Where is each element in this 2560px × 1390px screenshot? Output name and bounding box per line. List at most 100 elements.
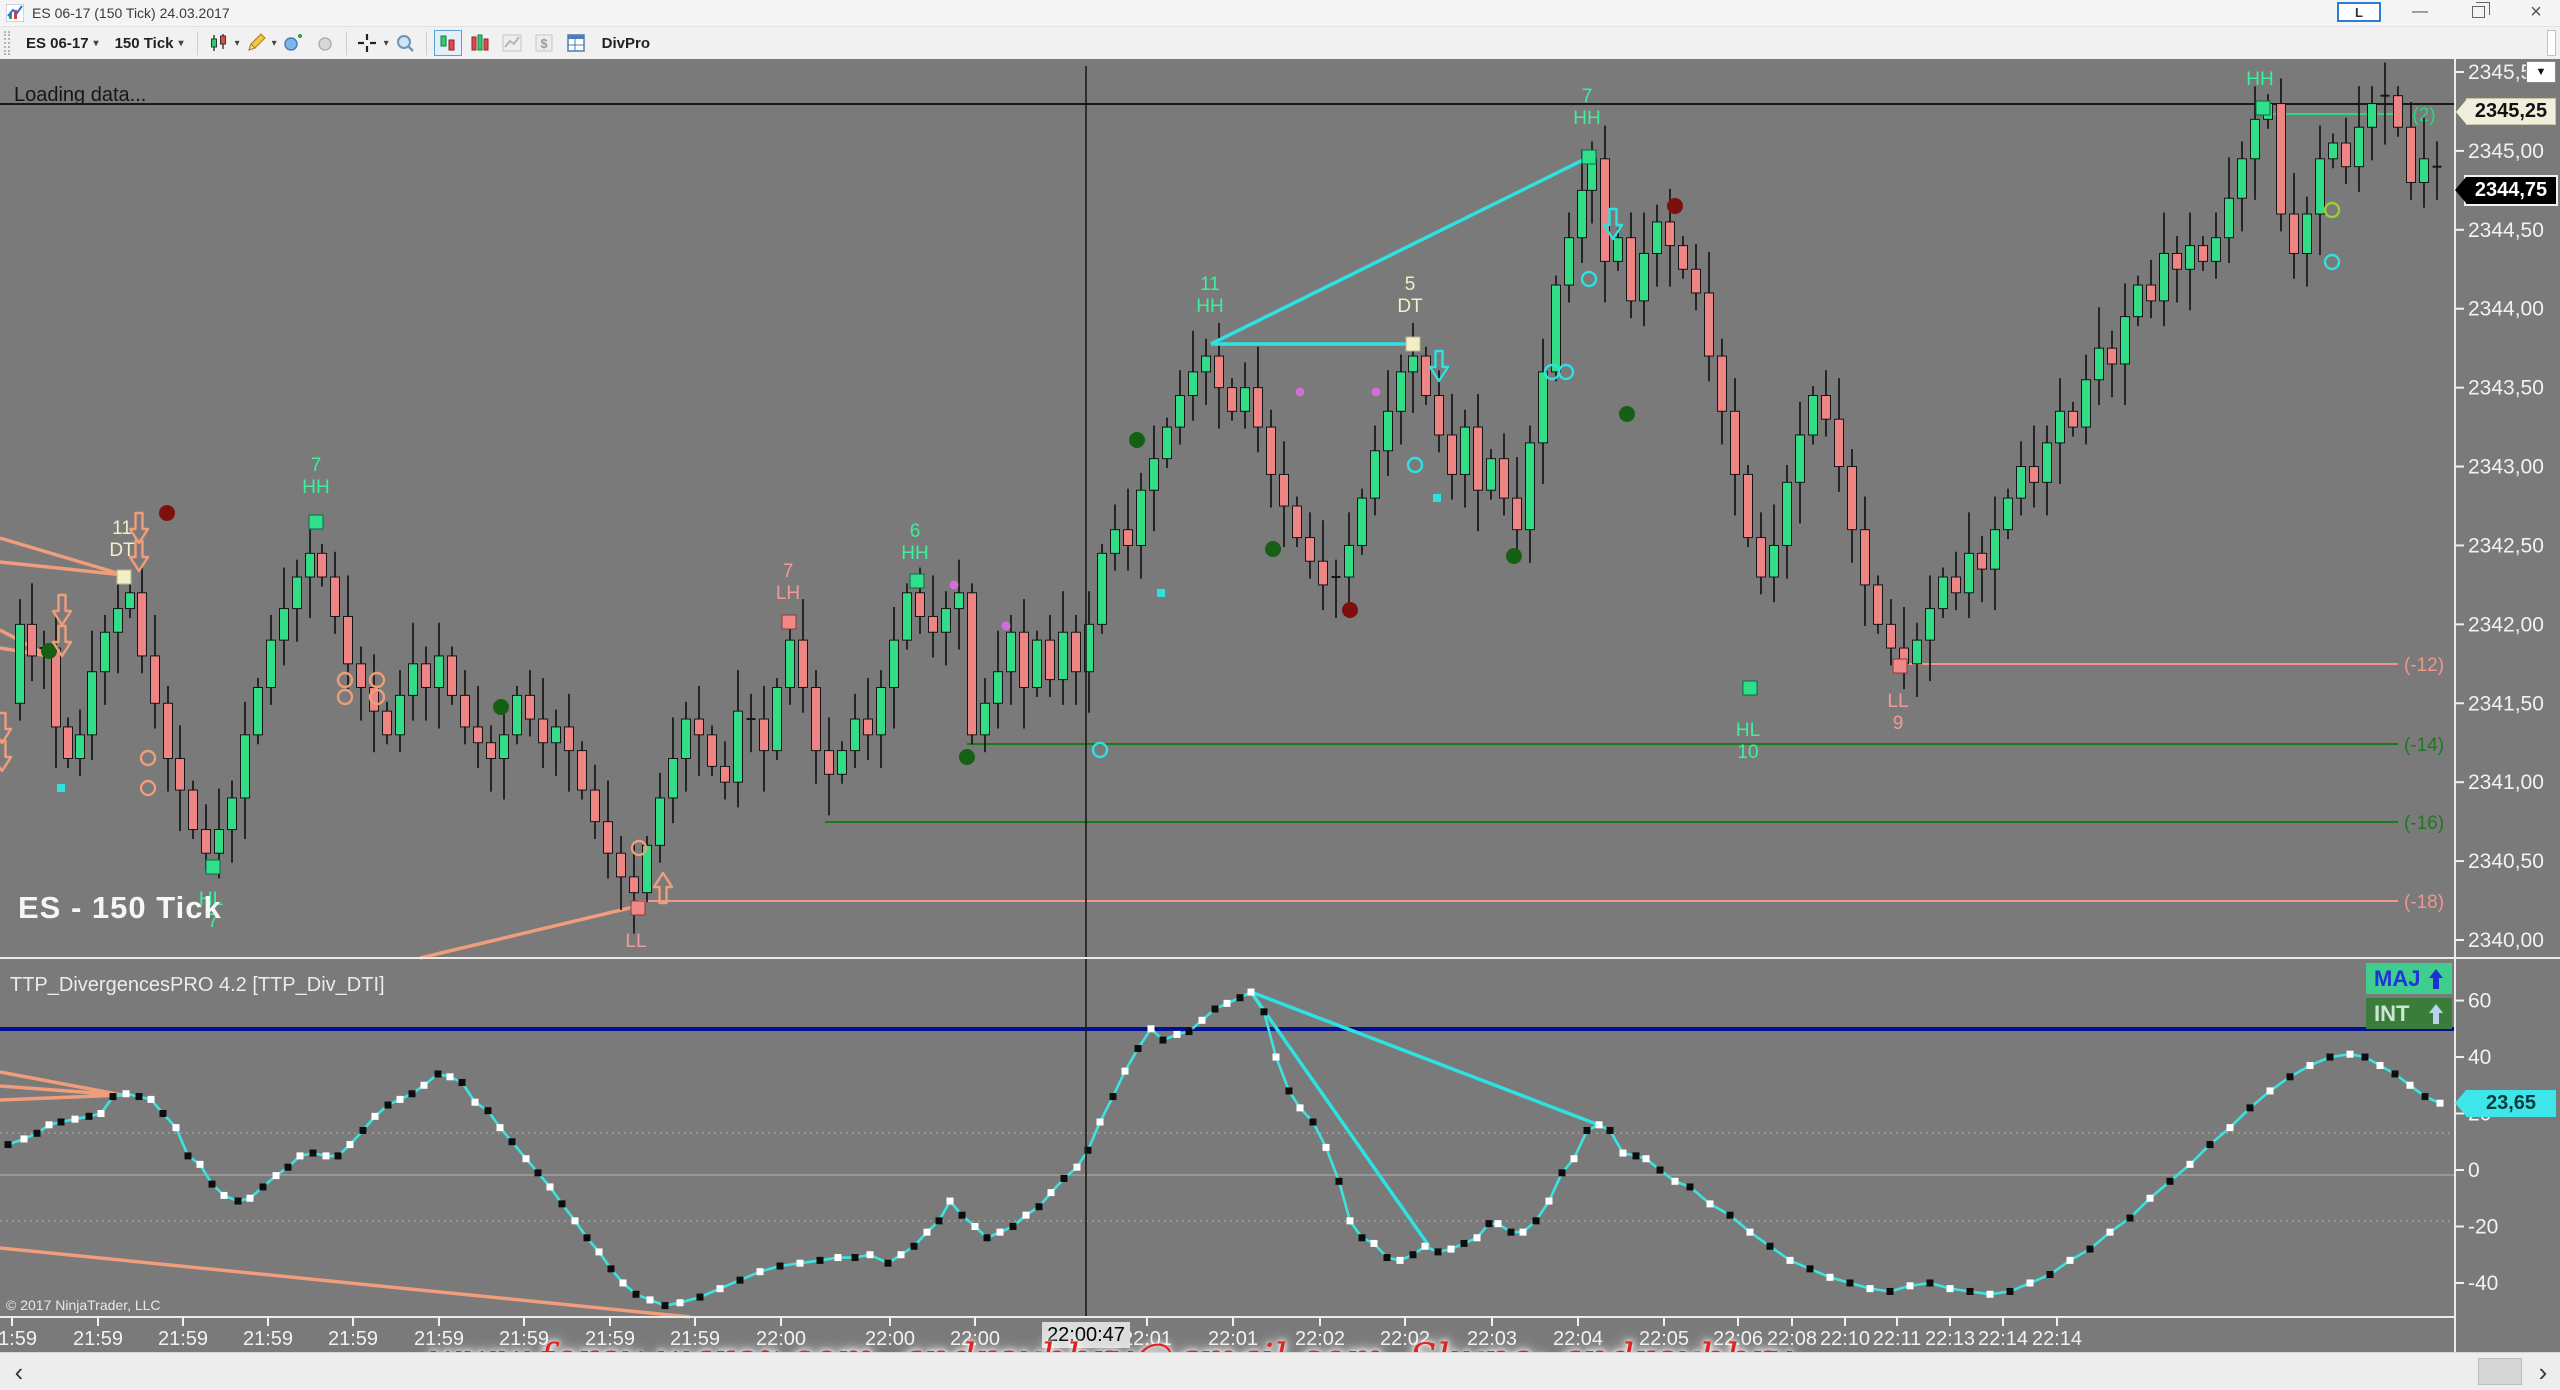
time-tick-label: 21:59	[585, 1328, 635, 1350]
line-chart-button[interactable]	[498, 30, 526, 56]
close-button[interactable]: ×	[2530, 0, 2542, 23]
dti-point	[2406, 1081, 2414, 1089]
arrow-up-icon	[2429, 1003, 2443, 1024]
dti-point	[1485, 1220, 1493, 1228]
add-marker-button[interactable]	[279, 30, 307, 56]
restore-button[interactable]	[2456, 2, 2500, 22]
toolbar-overflow-button[interactable]	[2547, 30, 2556, 56]
signal-line-label: (2)	[2412, 105, 2435, 126]
swing-label: 9	[1893, 713, 1904, 734]
link-button[interactable]: L	[2337, 2, 2381, 22]
candle-body	[317, 552, 327, 578]
crosshair-button[interactable]	[354, 30, 382, 56]
swing-label: LL	[1887, 691, 1908, 712]
candle-body	[1383, 410, 1393, 452]
signal-circle	[1580, 270, 1598, 288]
candle-body	[1795, 434, 1805, 483]
dti-point	[172, 1124, 180, 1132]
dti-point	[1236, 994, 1244, 1002]
signal-circle	[368, 688, 386, 706]
time-tick-label: 21:59	[0, 1328, 37, 1350]
scroll-left-arrow[interactable]: ‹	[14, 1356, 24, 1387]
dti-point	[1926, 1279, 1934, 1287]
volume-chart-icon	[471, 34, 489, 51]
loading-status: Loading data...	[14, 84, 147, 106]
candle-body	[2042, 442, 2052, 483]
dti-point	[1545, 1197, 1553, 1205]
dti-point	[2266, 1087, 2274, 1095]
candle-body	[2367, 103, 2377, 128]
time-tick-label: 22:05	[1639, 1328, 1689, 1350]
dti-point	[1806, 1265, 1814, 1273]
candle-body	[603, 821, 613, 854]
chevron-down-icon[interactable]: ▾	[383, 37, 389, 49]
candle-body	[2250, 118, 2260, 160]
candle-body	[1357, 497, 1367, 546]
dti-point	[756, 1268, 764, 1276]
interval-selector[interactable]: 150 Tick ▾	[107, 32, 192, 55]
dti-point	[33, 1129, 41, 1137]
chevron-down-icon[interactable]: ▾	[271, 37, 277, 49]
app-icon	[6, 4, 24, 22]
dti-point	[259, 1183, 267, 1191]
dti-point	[1447, 1245, 1455, 1253]
crosshair-time-marker: 22:00:47	[1042, 1322, 1130, 1348]
dti-point	[508, 1138, 516, 1146]
signal-circle	[2323, 201, 2341, 219]
candlestick-icon	[210, 34, 226, 51]
candle-body	[889, 639, 899, 688]
chart-panel-button[interactable]	[466, 30, 494, 56]
candle-body	[1951, 576, 1961, 594]
dti-point	[2046, 1270, 2054, 1278]
divergence-line	[1249, 990, 1431, 1248]
price-axis-dropdown[interactable]: ▼	[2526, 61, 2556, 83]
dti-point	[897, 1251, 905, 1259]
candle-body	[1292, 505, 1302, 539]
candle-body	[915, 592, 925, 617]
candle-body	[188, 789, 198, 831]
signal-circle	[368, 671, 386, 689]
dti-point	[583, 1234, 591, 1242]
instrument-selector[interactable]: ES 06-17 ▾	[18, 32, 107, 55]
dti-point	[1706, 1200, 1714, 1208]
minimize-button[interactable]: —	[2412, 3, 2428, 20]
dti-point	[2346, 1050, 2354, 1058]
dti-point	[866, 1251, 874, 1259]
toolbar-grip[interactable]	[4, 31, 10, 55]
candle-body	[2185, 245, 2195, 270]
data-grid-button[interactable]	[562, 30, 590, 56]
scroll-right-arrow[interactable]: ›	[2538, 1356, 2548, 1387]
candle-body	[356, 663, 366, 688]
remove-marker-button[interactable]	[311, 30, 339, 56]
horizontal-scrollbar[interactable]: ‹ ›	[0, 1352, 2560, 1390]
zoom-button[interactable]	[391, 30, 419, 56]
candle-body	[2172, 252, 2182, 270]
signal-circle	[139, 779, 157, 797]
swing-label: 5	[1405, 274, 1416, 295]
candle-body	[551, 726, 561, 744]
candle-body	[1912, 639, 1922, 665]
titlebar: ES 06-17 (150 Tick) 24.03.2017 L — ×	[0, 0, 2560, 26]
candle-body	[1084, 623, 1094, 673]
dti-value-marker: 23,65	[2455, 1090, 2556, 1117]
chart-style-button[interactable]	[205, 30, 233, 56]
signal-dot	[159, 505, 175, 521]
scrollbar-thumb[interactable]	[2478, 1358, 2522, 1385]
arrow-down-icon	[51, 624, 73, 658]
dti-point	[45, 1121, 53, 1129]
time-tick-label: 22:00	[865, 1328, 915, 1350]
draw-tool-button[interactable]	[242, 30, 270, 56]
candle-body	[460, 694, 470, 728]
candle-body	[772, 686, 782, 752]
dti-point	[1726, 1211, 1734, 1219]
chart-panel-button-active[interactable]	[433, 30, 462, 56]
arrow-down-icon	[128, 539, 150, 573]
candle-body	[1512, 497, 1522, 531]
candle-body	[1821, 395, 1831, 420]
signal-circle	[2323, 253, 2341, 271]
chevron-down-icon[interactable]: ▾	[234, 37, 240, 49]
dollar-button[interactable]: $	[530, 30, 558, 56]
arrow-up-icon	[652, 871, 674, 905]
dti-point	[1846, 1279, 1854, 1287]
